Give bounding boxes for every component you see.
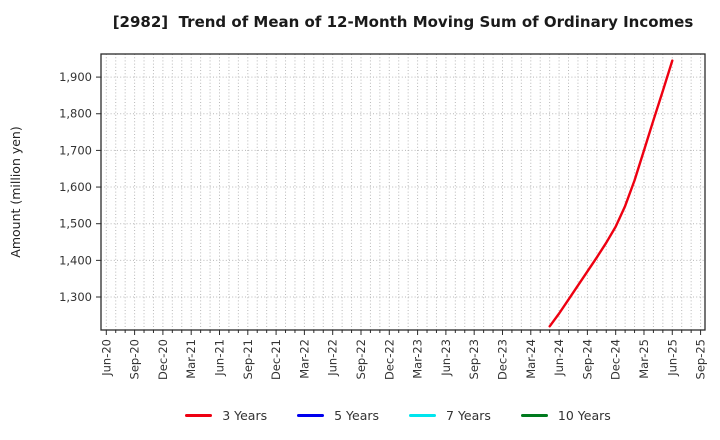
legend-item-7-years: 7 Years (409, 408, 491, 423)
x-tick-label: Sep-24 (580, 339, 594, 379)
legend-line-swatch (185, 414, 213, 417)
x-tick-label: Sep-21 (241, 339, 255, 379)
x-tick-label: Jun-23 (439, 339, 453, 377)
legend-line-swatch (409, 414, 437, 417)
x-tick-label: Dec-20 (156, 339, 170, 380)
x-tick-label: Jun-21 (212, 339, 226, 377)
x-tick-label: Mar-23 (411, 339, 425, 379)
chart-title: [2982] Trend of Mean of 12-Month Moving … (112, 13, 694, 31)
x-tick-labels: Jun-20 Sep-20 Dec-20 Mar-21 Jun-21 Sep-21 Dec-… (99, 339, 707, 380)
legend-item-5-years: 5 Years (297, 408, 379, 423)
x-tick-label: Jun-24 (552, 339, 566, 377)
x-tick-label: Sep-20 (128, 339, 142, 379)
x-tick-label: Sep-23 (467, 339, 481, 379)
x-tick-label: Dec-24 (609, 339, 623, 380)
y-tick-label: 1,300 (59, 290, 92, 304)
x-tick-label: Dec-21 (269, 339, 283, 380)
y-tick-labels: 1,300 1,400 1,500 1,600 1,700 1,800 1,900 (59, 70, 92, 304)
x-tick-label: Mar-24 (524, 339, 538, 379)
legend-item-10-years: 10 Years (520, 408, 611, 423)
legend-label: 3 Years (222, 408, 268, 423)
x-tick-label: Mar-21 (184, 339, 198, 379)
x-tick-label: Mar-25 (637, 339, 651, 379)
legend-item-3-years: 3 Years (185, 408, 267, 423)
chart-legend: 3 Years 5 Years 7 Years 10 Years (38, 408, 720, 423)
legend-label: 7 Years (446, 408, 491, 423)
y-tick-label: 1,400 (59, 253, 92, 267)
y-tick-label: 1,600 (59, 180, 92, 194)
legend-line-swatch (520, 414, 548, 417)
y-axis-title: Amount (million yen) (8, 126, 23, 257)
y-tick-label: 1,700 (59, 143, 92, 157)
series-line-3-years (548, 59, 674, 328)
y-tick-label: 1,500 (59, 217, 92, 231)
x-tick-label: Dec-22 (382, 339, 396, 380)
plot-border (100, 53, 706, 331)
axis-ticks (96, 76, 702, 335)
x-tick-label: Jun-20 (99, 339, 113, 377)
legend-label: 10 Years (557, 408, 611, 423)
x-tick-label: Sep-22 (354, 339, 368, 379)
x-tick-label: Dec-23 (495, 339, 509, 380)
x-tick-label: Mar-22 (297, 339, 311, 379)
gridlines (101, 54, 705, 330)
x-tick-label: Sep-25 (694, 339, 708, 379)
legend-label: 5 Years (334, 408, 380, 423)
x-tick-label: Jun-25 (665, 339, 679, 377)
y-tick-label: 1,800 (59, 107, 92, 121)
y-tick-label: 1,900 (59, 70, 92, 84)
legend-line-swatch (297, 414, 325, 417)
x-tick-label: Jun-22 (326, 339, 340, 377)
